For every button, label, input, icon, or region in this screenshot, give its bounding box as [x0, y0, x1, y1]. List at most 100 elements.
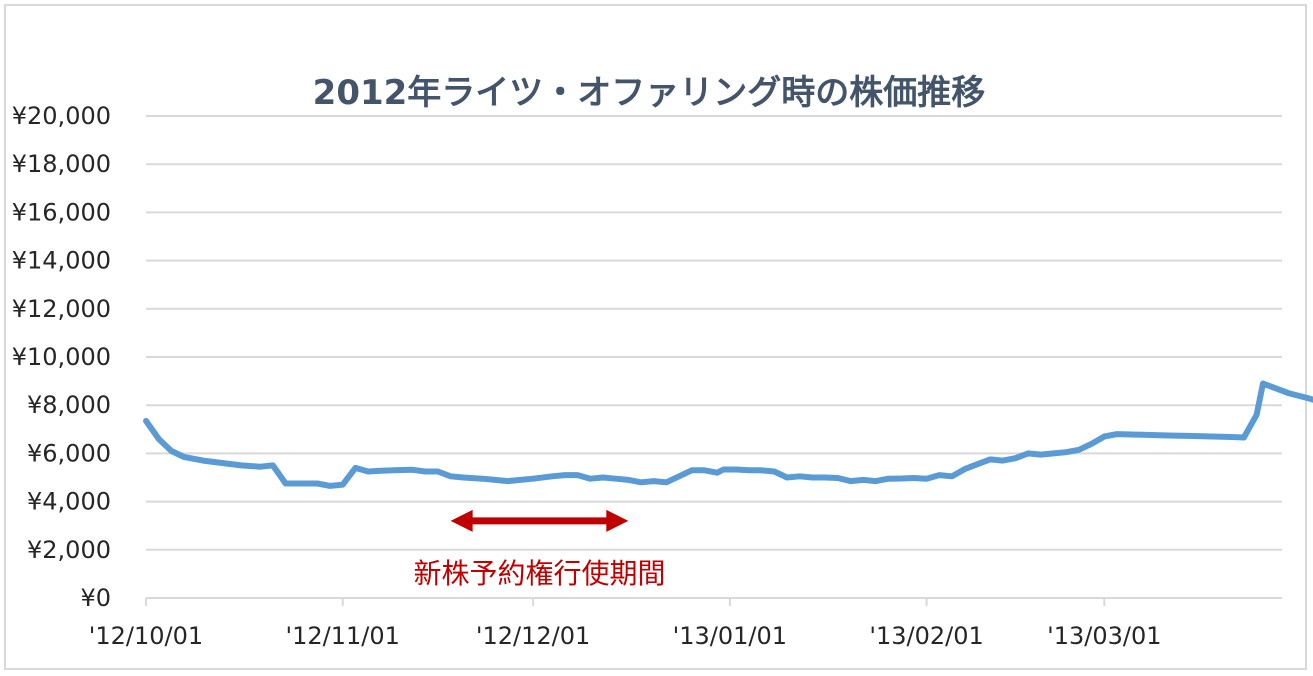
data-point: [799, 475, 801, 477]
data-point: [913, 477, 915, 479]
annotation-group: 新株予約権行使期間: [413, 509, 665, 590]
data-point: [1002, 460, 1004, 462]
arrow-head-right: [606, 509, 629, 532]
data-point: [1262, 383, 1264, 384]
data-point: [1053, 452, 1054, 454]
y-tick-label: ¥6,000: [27, 439, 111, 467]
data-point: [748, 469, 750, 471]
data-point: [221, 462, 223, 464]
data-point: [437, 471, 439, 472]
data-point: [678, 475, 680, 477]
x-tick-label: '13/03/01: [1047, 622, 1161, 650]
data-point: [589, 478, 591, 480]
data-point: [1135, 434, 1137, 436]
data-point: [158, 438, 160, 440]
data-point: [450, 475, 452, 477]
data-point: [551, 475, 553, 477]
data-point: [462, 477, 464, 478]
y-tick-label: ¥0: [80, 584, 111, 612]
data-point: [824, 477, 826, 478]
data-point: [342, 484, 344, 486]
y-tick-label: ¥4,000: [27, 488, 111, 516]
data-point: [1256, 414, 1258, 416]
data-point: [507, 480, 509, 482]
data-point: [1103, 436, 1105, 437]
data-point: [716, 472, 718, 474]
y-tick-label: ¥18,000: [12, 150, 111, 178]
data-point: [862, 479, 864, 481]
data-point: [412, 469, 413, 471]
data-point: [285, 483, 287, 484]
y-tick-label: ¥14,000: [12, 247, 111, 275]
data-point: [1173, 435, 1175, 437]
data-point: [773, 471, 775, 472]
data-point: [704, 469, 705, 471]
data-point: [811, 477, 813, 478]
data-point: [304, 483, 306, 484]
y-tick-label: ¥12,000: [12, 295, 111, 323]
y-tick-label: ¥8,000: [27, 391, 111, 419]
series-group: [143, 380, 1313, 489]
data-point: [735, 469, 737, 470]
data-point: [875, 480, 877, 482]
y-tick-label: ¥10,000: [12, 343, 111, 371]
data-point: [259, 466, 261, 468]
data-point: [481, 478, 483, 480]
arrow-head-left: [450, 509, 473, 532]
data-point: [367, 471, 369, 472]
data-point: [170, 450, 172, 452]
x-tick-label: '13/01/01: [673, 622, 787, 650]
data-point: [316, 483, 318, 484]
data-point: [837, 477, 839, 479]
data-point: [665, 481, 667, 483]
data-point: [329, 485, 331, 487]
data-point: [354, 467, 356, 469]
data-point: [1078, 449, 1080, 451]
data-point: [1027, 452, 1029, 454]
data-point: [691, 469, 693, 471]
data-point: [976, 463, 978, 465]
data-point: [640, 481, 642, 483]
data-point: [1015, 457, 1016, 459]
data-point: [615, 478, 617, 480]
chart-title: 2012年ライツ・オファリング時の株価推移: [313, 73, 986, 113]
data-point: [393, 469, 394, 471]
data-point: [272, 464, 274, 466]
data-point: [964, 468, 966, 470]
data-point: [1275, 387, 1277, 389]
y-tick-label: ¥2,000: [27, 536, 111, 564]
x-tick-label: '12/10/01: [89, 622, 203, 650]
data-point: [989, 458, 991, 460]
x-axis-ticks: '12/10/01 '12/11/01 '12/12/01 '13/01/01 '13/…: [89, 598, 1161, 650]
data-point: [577, 474, 579, 476]
data-point: [1211, 436, 1213, 437]
data-point: [183, 456, 185, 458]
data-point: [900, 478, 902, 479]
data-point: [380, 470, 382, 472]
data-point: [849, 480, 851, 482]
data-point: [202, 460, 204, 462]
data-point: [240, 464, 242, 466]
data-point: [1306, 397, 1308, 399]
annotation-label: 新株予約権行使期間: [413, 557, 665, 590]
data-point: [1192, 435, 1194, 437]
data-point: [951, 475, 953, 477]
data-point: [532, 478, 534, 480]
data-point: [723, 469, 724, 470]
data-point: [1243, 437, 1245, 438]
data-point: [1287, 392, 1289, 394]
series-line: [143, 380, 1313, 489]
data-point: [564, 474, 566, 476]
data-point: [786, 477, 788, 478]
data-point: [1230, 436, 1232, 438]
x-tick-label: '12/11/01: [286, 622, 400, 650]
data-point: [145, 420, 147, 422]
x-tick-label: '12/12/01: [476, 622, 590, 650]
data-point: [424, 471, 426, 472]
x-tick-label: '13/02/01: [869, 622, 983, 650]
grid-lines: [146, 115, 1282, 551]
data-point: [1040, 454, 1042, 456]
data-point: [1116, 433, 1118, 435]
data-point: [888, 478, 889, 480]
